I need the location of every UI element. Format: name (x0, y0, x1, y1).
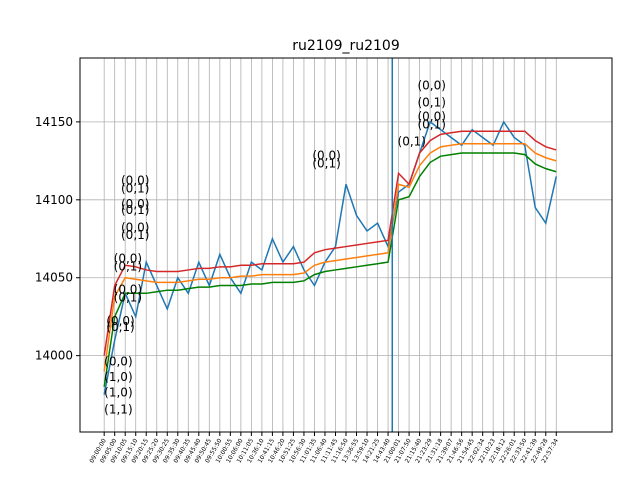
series-line (103, 120, 558, 395)
annotation: (0,1) (417, 96, 445, 110)
annotation: (1,1) (104, 403, 132, 417)
plot-area: 1400014050141001415009:00:0009:05:0009:1… (35, 58, 612, 464)
annotation: (0,0) (114, 283, 142, 297)
annotation: (1,0) (104, 370, 132, 384)
annotation: (0,0) (121, 174, 149, 188)
annotation: (0,1) (106, 320, 134, 334)
annotation: (0,0) (114, 251, 142, 265)
series-line (103, 130, 557, 356)
annotation: (0,1) (312, 156, 340, 170)
y-tick-label: 14100 (35, 193, 73, 207)
annotation: (0,0) (312, 149, 340, 163)
y-tick-label: 14050 (35, 271, 73, 285)
annotation: (0,1) (121, 228, 149, 242)
annotation: (1,0) (104, 385, 132, 399)
annotation: (0,1) (121, 181, 149, 195)
annotation: (0,1) (417, 117, 445, 131)
annotation: (0,1) (121, 203, 149, 217)
chart-title: ru2109_ru2109 (292, 38, 400, 54)
annotation: (0,0) (417, 110, 445, 124)
annotation: (0,0) (121, 197, 149, 211)
annotation: (0,0) (106, 314, 134, 328)
annotation: (0,1) (114, 259, 142, 273)
series-line (103, 152, 557, 387)
annotation: (0,0) (417, 78, 445, 92)
annotation: (0,1) (398, 135, 426, 149)
annotation: (0,0) (104, 354, 132, 368)
series-line (103, 142, 557, 372)
axes-frame (79, 57, 613, 433)
y-tick-label: 14000 (35, 349, 73, 363)
y-tick-label: 14150 (35, 115, 73, 129)
annotation: (0,0) (121, 220, 149, 234)
annotation: (0,1) (114, 290, 142, 304)
